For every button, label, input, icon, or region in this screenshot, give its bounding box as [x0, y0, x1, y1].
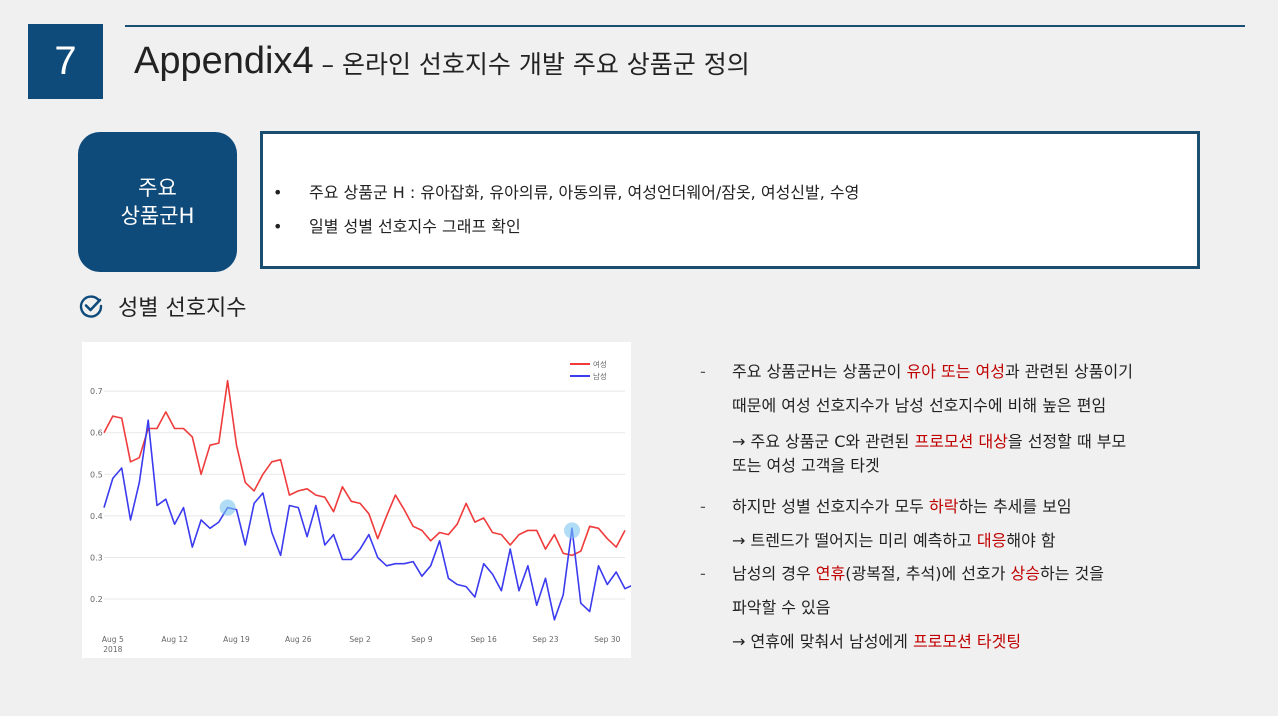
category-badge: 주요 상품군H	[78, 132, 237, 272]
highlight-point	[564, 522, 581, 539]
note-text: 또는 여성 고객을 타겟	[732, 456, 880, 475]
note-continuation: → 트렌드가 떨어지는 미리 예측하고 대응해야 함	[700, 527, 1056, 551]
category-line1: 주요	[138, 176, 177, 200]
category-line2: 상품군H	[120, 204, 195, 228]
info-bullet: • 주요 상품군 H : 유아잡화, 유아의류, 아동의류, 여성언더웨어/잠옷,…	[273, 183, 860, 202]
note-text: 을 선정할 때 부모	[1007, 432, 1127, 451]
note-highlight-text: 하락	[928, 497, 959, 516]
x-tick-label: Sep 23	[532, 635, 558, 644]
note-text: 하는 것을	[1040, 564, 1104, 583]
y-tick-label: 0.7	[90, 387, 103, 396]
note-highlight-text: 프로모션 대상	[914, 432, 1008, 451]
x-tick-label: Sep 9	[411, 635, 433, 644]
note-text: 때문에 여성 선호지수가 남성 선호지수에 비해 높은 편임	[732, 396, 1107, 415]
note-text: 하지만 성별 선호지수가 모두	[732, 497, 929, 516]
x-tick-label: Sep 30	[594, 635, 620, 644]
y-tick-label: 0.3	[90, 553, 103, 562]
info-box: • 주요 상품군 H : 유아잡화, 유아의류, 아동의류, 여성언더웨어/잠옷,…	[260, 131, 1200, 269]
note-text: 과 관련된 상품이기	[1005, 362, 1133, 381]
page-title: Appendix4 – 온라인 선호지수 개발 주요 상품군 정의	[134, 40, 750, 83]
note-continuation: → 주요 상품군 C와 관련된 프로모션 대상을 선정할 때 부모	[700, 428, 1126, 452]
note-highlight-text: 프로모션 타겟팅	[912, 632, 1022, 651]
note-text: 파악할 수 있음	[732, 598, 831, 617]
note-bullet: - 남성의 경우 연휴(광복절, 추석)에 선호가 상승하는 것을	[700, 560, 1104, 584]
x-tick-label: Sep 2	[349, 635, 371, 644]
top-divider	[125, 25, 1245, 27]
check-circle-icon	[79, 295, 103, 318]
highlight-point	[219, 499, 236, 516]
legend-label: 여성	[593, 359, 607, 369]
gender-preference-chart: 0.2 0.3 0.4 0.5 0.6 0.7 Aug 5 2018 Aug 12 Aug 19 A…	[82, 342, 631, 658]
note-text: (광복절, 추석)에 선호가	[845, 564, 1011, 583]
note-text: 하는 추세를 보임	[958, 497, 1072, 516]
note-text: → 트렌드가 떨어지는 미리 예측하고	[732, 531, 977, 550]
note-continuation: 또는 여성 고객을 타겟	[700, 452, 880, 476]
note-highlight-text: 상승	[1010, 564, 1040, 583]
note-bullet: - 주요 상품군H는 상품군이 유아 또는 여성과 관련된 상품이기	[700, 358, 1133, 382]
note-text: 해야 함	[1006, 531, 1056, 550]
info-list: • 주요 상품군 H : 유아잡화, 유아의류, 아동의류, 여성언더웨어/잠옷,…	[273, 176, 859, 244]
y-tick-label: 0.2	[90, 595, 103, 604]
note-continuation: 파악할 수 있음	[700, 594, 831, 618]
x-tick-label: Aug 5	[102, 635, 124, 644]
section-heading-text: 성별 선호지수	[118, 296, 247, 321]
x-tick-label: Sep 16	[471, 635, 497, 644]
title-main: Appendix4	[134, 40, 314, 82]
x-tick-label: Aug 19	[223, 635, 250, 644]
bullet-dash: -	[700, 362, 706, 381]
note-continuation: 때문에 여성 선호지수가 남성 선호지수에 비해 높은 편임	[700, 392, 1106, 416]
note-bullet: - 하지만 성별 선호지수가 모두 하락하는 추세를 보임	[700, 493, 1072, 517]
note-text: → 주요 상품군 C와 관련된	[732, 432, 915, 451]
x-tick-label: Aug 26	[285, 635, 312, 644]
title-sub: – 온라인 선호지수 개발 주요 상품군 정의	[313, 50, 750, 79]
section-heading: 성별 선호지수	[78, 290, 246, 322]
bullet-dash: -	[700, 497, 706, 516]
section-number: 7	[28, 24, 103, 99]
note-highlight-text: 유아 또는 여성	[906, 362, 1006, 381]
note-text: → 연휴에 맞춰서 남성에게	[732, 632, 913, 651]
note-text: 주요 상품군H는 상품군이	[732, 362, 907, 381]
series-line-male	[103, 419, 631, 621]
x-tick-label: Aug 12	[161, 635, 188, 644]
bullet-dash: -	[700, 564, 706, 583]
note-highlight-text: 연휴	[815, 564, 846, 583]
note-continuation: → 연휴에 맞춰서 남성에게 프로모션 타겟팅	[700, 628, 1021, 652]
series-line-female	[103, 379, 626, 557]
y-tick-label: 0.4	[90, 512, 103, 521]
y-tick-label: 0.6	[90, 429, 103, 438]
note-text: 남성의 경우	[732, 564, 816, 583]
y-tick-label: 0.5	[90, 470, 103, 479]
legend-label: 남성	[593, 372, 607, 381]
note-highlight-text: 대응	[976, 531, 1007, 550]
x-tick-label: 2018	[103, 645, 122, 654]
info-bullet: • 일별 성별 선호지수 그래프 확인	[273, 217, 521, 236]
